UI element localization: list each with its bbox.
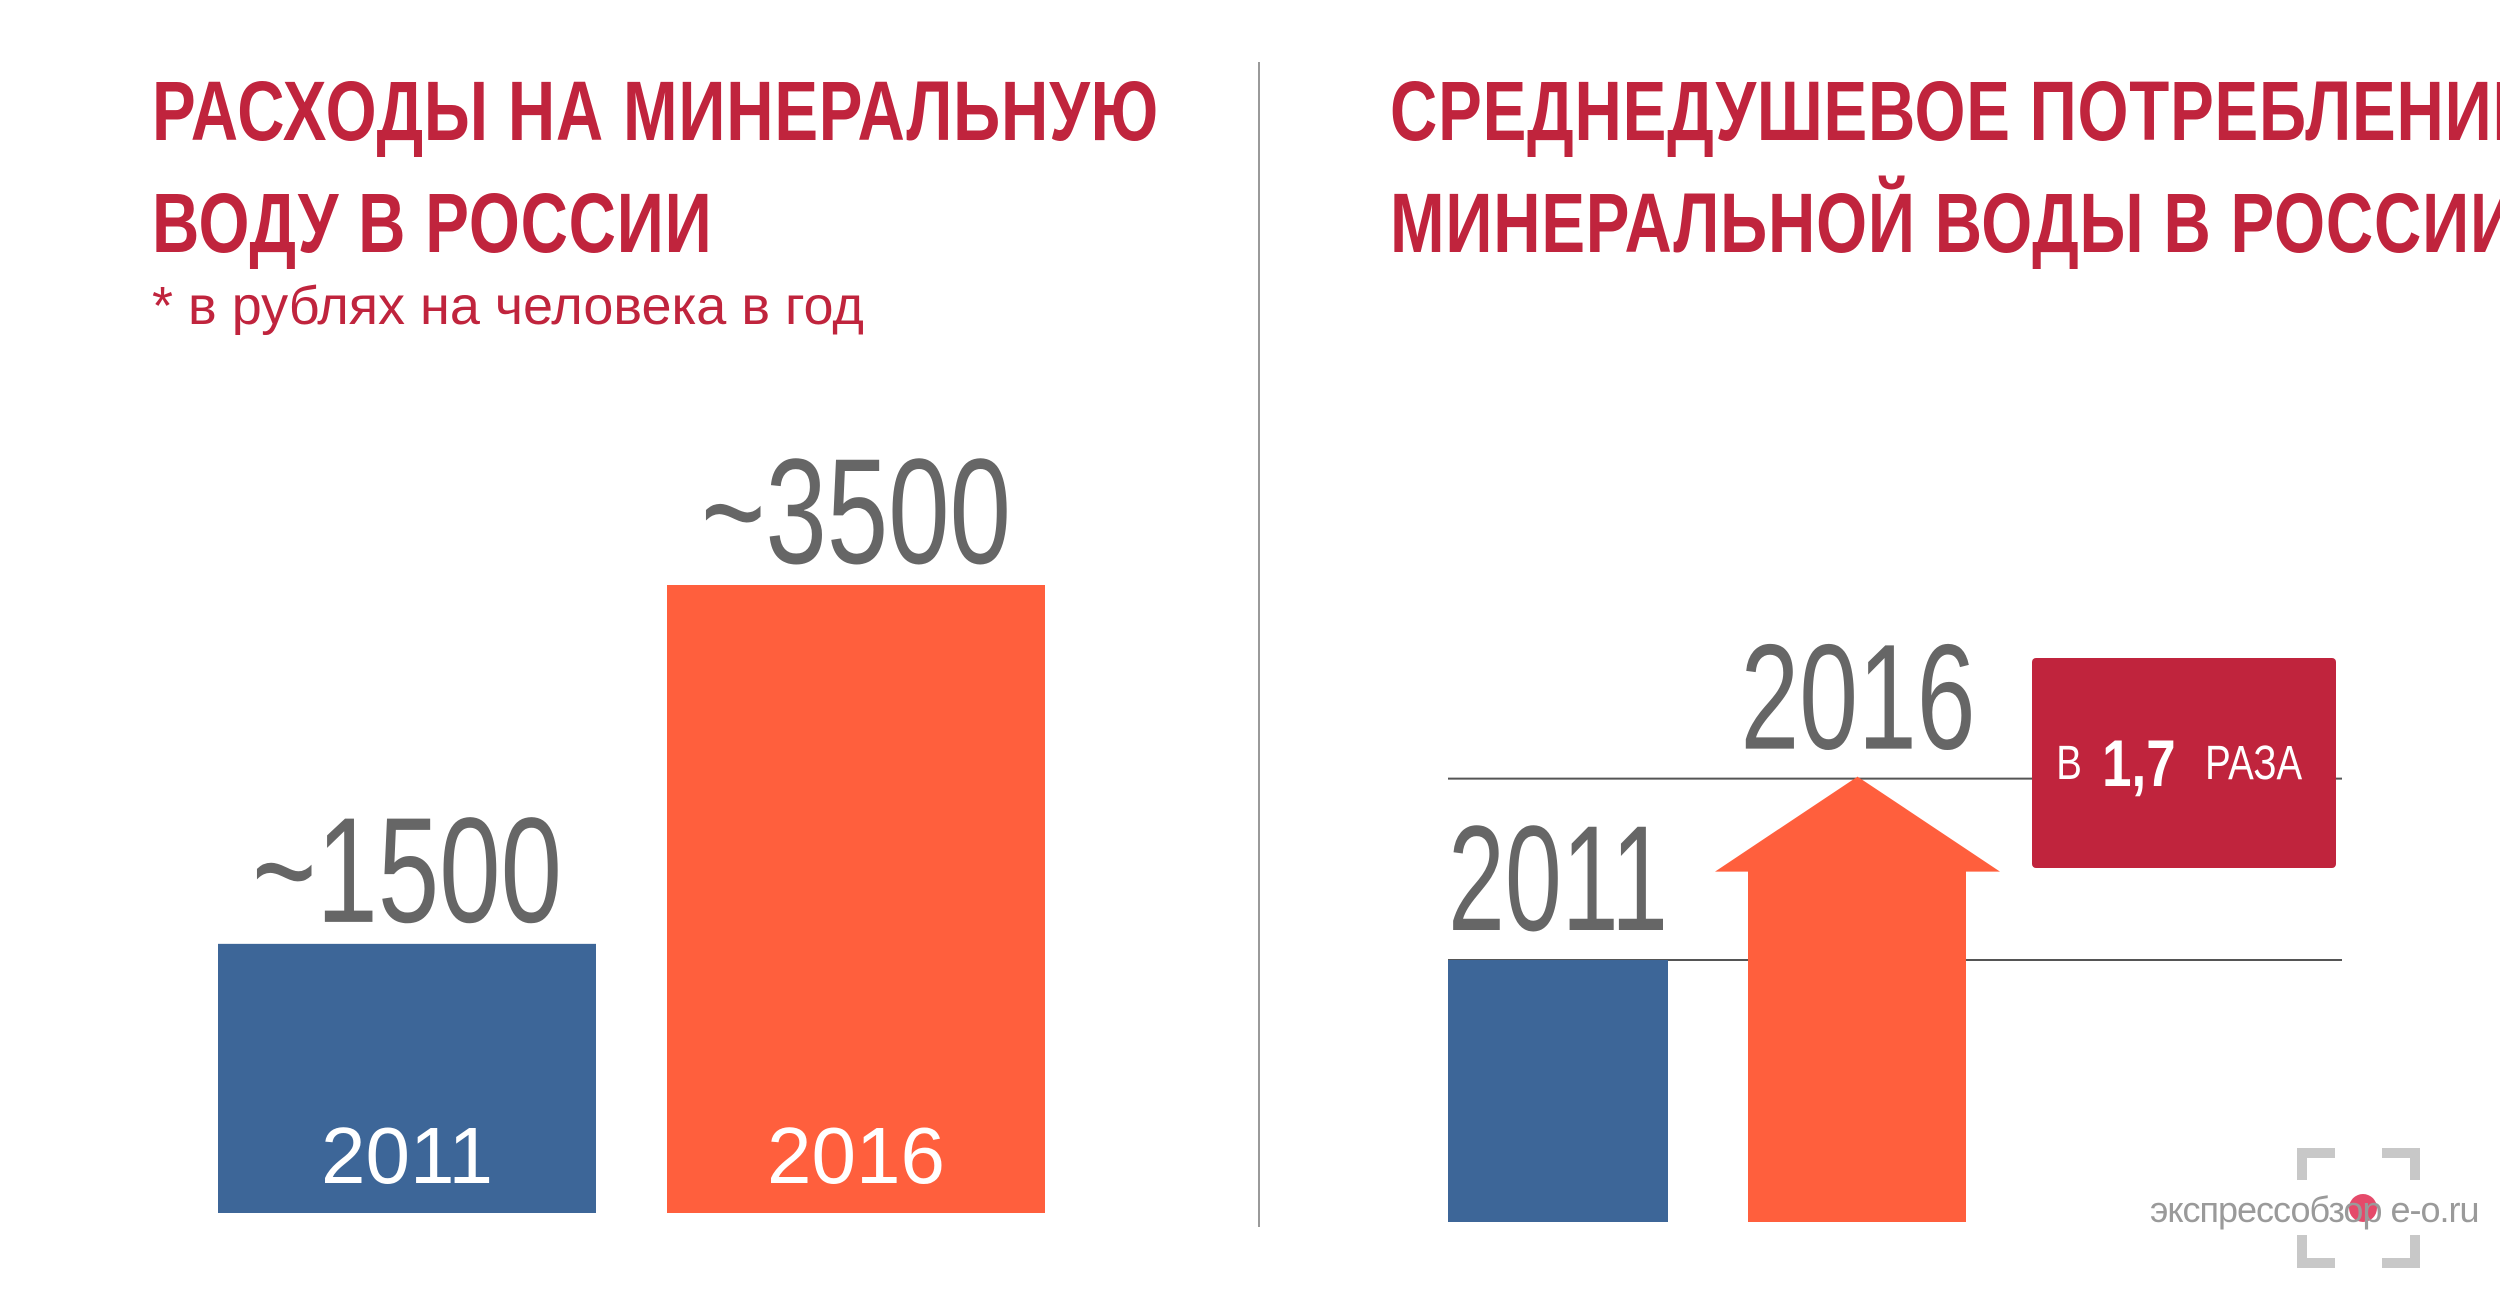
bar-category-label-2011: 2011 — [321, 1111, 493, 1200]
ratio-value: 1,7 — [2102, 726, 2177, 800]
right-chart-title: СРЕДНЕДУШЕВОЕ ПОТРЕБЛЕНИЕ МИНЕРАЛЬНОЙ ВО… — [1390, 55, 2500, 279]
watermark-frame-icon — [2297, 1148, 2420, 1268]
right-title-line-2: МИНЕРАЛЬНОЙ ВОДЫ В РОССИИ — [1390, 176, 2500, 270]
right-title-line-1: СРЕДНЕДУШЕВОЕ ПОТРЕБЛЕНИЕ — [1390, 64, 2500, 158]
bar-value-label-2016: ~3500 — [701, 427, 1011, 595]
bar-year-label-2011: 2011 — [1448, 794, 1668, 962]
left-chart-subtitle: * в рублях на человека в год — [152, 276, 864, 336]
panel-divider — [1258, 62, 1260, 1227]
bar-value-label-2011: ~1500 — [252, 786, 562, 954]
left-chart-title: РАСХОДЫ НА МИНЕРАЛЬНУЮ ВОДУ В РОССИИ — [152, 55, 1159, 279]
left-title-line-1: РАСХОДЫ НА МИНЕРАЛЬНУЮ — [152, 64, 1160, 158]
watermark-dot-icon — [2349, 1194, 2377, 1222]
watermark-text: экспрессобзор e-o.ru — [2150, 1189, 2480, 1230]
bar-2011 — [218, 943, 596, 1213]
ratio-prefix: В — [2056, 736, 2083, 790]
watermark: экспрессобзор e-o.ru — [2150, 1145, 2480, 1275]
bar-category-label-2016: 2016 — [767, 1111, 945, 1200]
bar-2016-arrow — [1715, 776, 2000, 1222]
ratio-suffix: РАЗА — [2205, 736, 2303, 790]
bar-2011 — [1448, 960, 1668, 1222]
bar-year-label-2016: 2016 — [1741, 613, 1976, 781]
left-title-line-2: ВОДУ В РОССИИ — [152, 176, 713, 270]
ratio-badge: В 1,7 РАЗА — [2032, 658, 2336, 868]
bar-2016 — [667, 585, 1045, 1213]
